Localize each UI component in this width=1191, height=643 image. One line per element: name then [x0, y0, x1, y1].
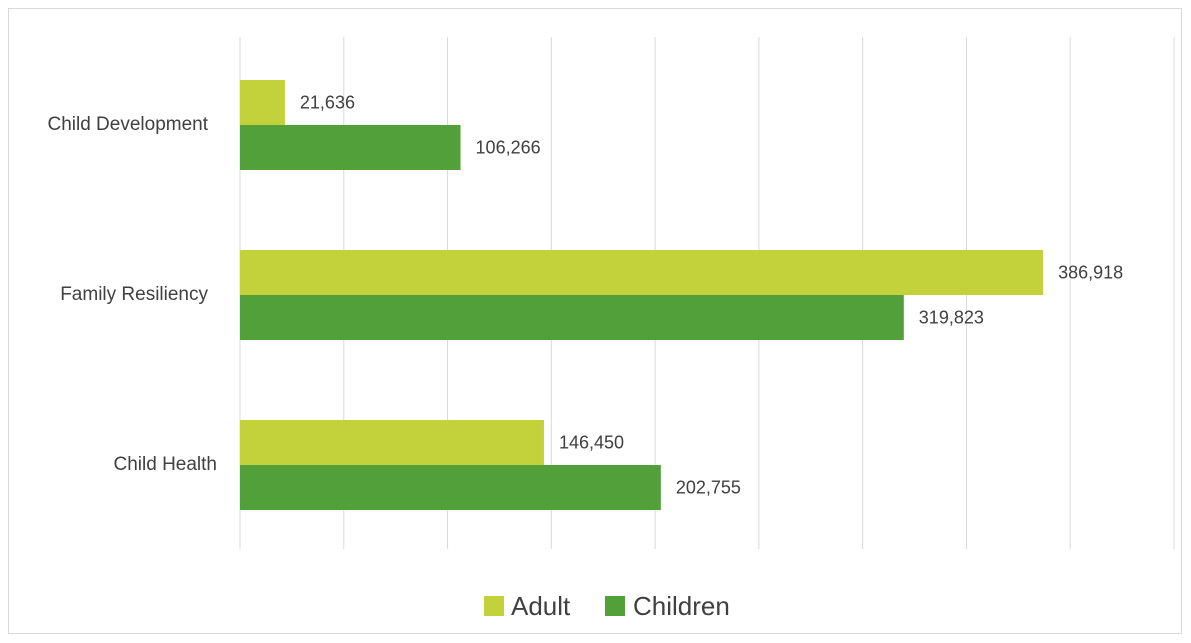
legend-swatch-children	[605, 596, 625, 616]
legend-swatch-adult	[484, 596, 504, 616]
category-label-child-development: Child Development	[47, 114, 208, 135]
bars	[240, 80, 1044, 510]
legend: Adult Children	[484, 591, 730, 621]
value-label-adult-family-resiliency: 386,918	[1058, 263, 1123, 283]
bar-children-child-development	[240, 125, 461, 170]
value-labels: 21,636 106,266 386,918 319,823 146,450 202,75…	[300, 93, 1123, 498]
value-label-children-child-health: 202,755	[676, 478, 741, 498]
bar-adult-child-development	[240, 80, 285, 125]
value-label-adult-child-development: 21,636	[300, 93, 355, 113]
value-label-children-family-resiliency: 319,823	[919, 308, 984, 328]
bar-adult-child-health	[240, 420, 544, 465]
bar-children-family-resiliency	[240, 295, 904, 340]
value-label-adult-child-health: 146,450	[559, 433, 624, 453]
legend-label-adult: Adult	[511, 591, 571, 621]
bar-children-child-health	[240, 465, 661, 510]
category-label-child-health: Child Health	[114, 454, 218, 475]
category-labels: Child Development Family Resiliency Chil…	[47, 114, 217, 475]
chart-frame	[8, 8, 1182, 634]
category-label-family-resiliency: Family Resiliency	[60, 284, 208, 305]
legend-label-children: Children	[633, 591, 730, 621]
bar-adult-family-resiliency	[240, 250, 1044, 295]
value-label-children-child-development: 106,266	[476, 138, 541, 158]
